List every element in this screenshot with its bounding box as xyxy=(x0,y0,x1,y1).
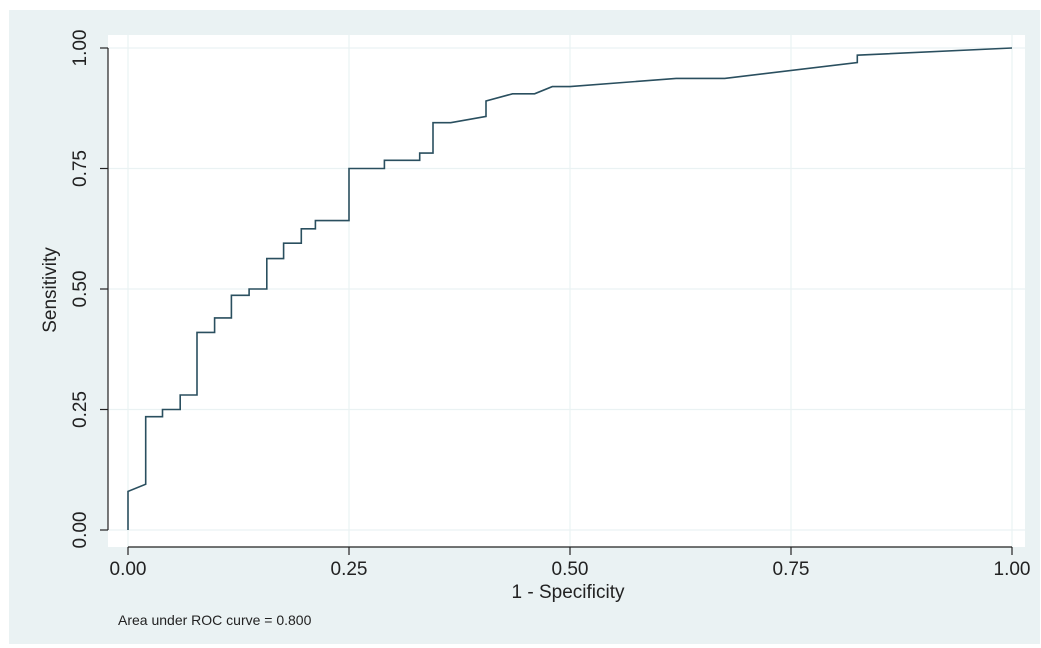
tick-labels: 0.00 0.25 0.50 0.75 1.00 0.00 0.25 0.50 0.75 1.00 xyxy=(70,30,1030,580)
auc-note: Area under ROC curve = 0.800 xyxy=(118,612,312,628)
x-axis-title: 1 - Specificity xyxy=(512,582,625,603)
y-axis-title: Sensitivity xyxy=(40,247,61,333)
roc-curve-line xyxy=(127,47,1013,530)
y-tick-label: 0.50 xyxy=(70,271,91,308)
axes xyxy=(100,47,1013,555)
y-tick-label: 0.25 xyxy=(70,391,91,428)
x-tick-label: 0.50 xyxy=(552,559,589,580)
x-tick-label: 0.75 xyxy=(773,559,810,580)
y-tick-label: 0.00 xyxy=(70,512,91,549)
x-tick-label: 0.00 xyxy=(110,559,147,580)
x-tick-label: 0.25 xyxy=(331,559,368,580)
y-tick-label: 1.00 xyxy=(70,30,91,67)
x-tick-label: 1.00 xyxy=(994,559,1031,580)
plot-area xyxy=(108,35,1025,547)
y-tick-label: 0.75 xyxy=(70,150,91,187)
